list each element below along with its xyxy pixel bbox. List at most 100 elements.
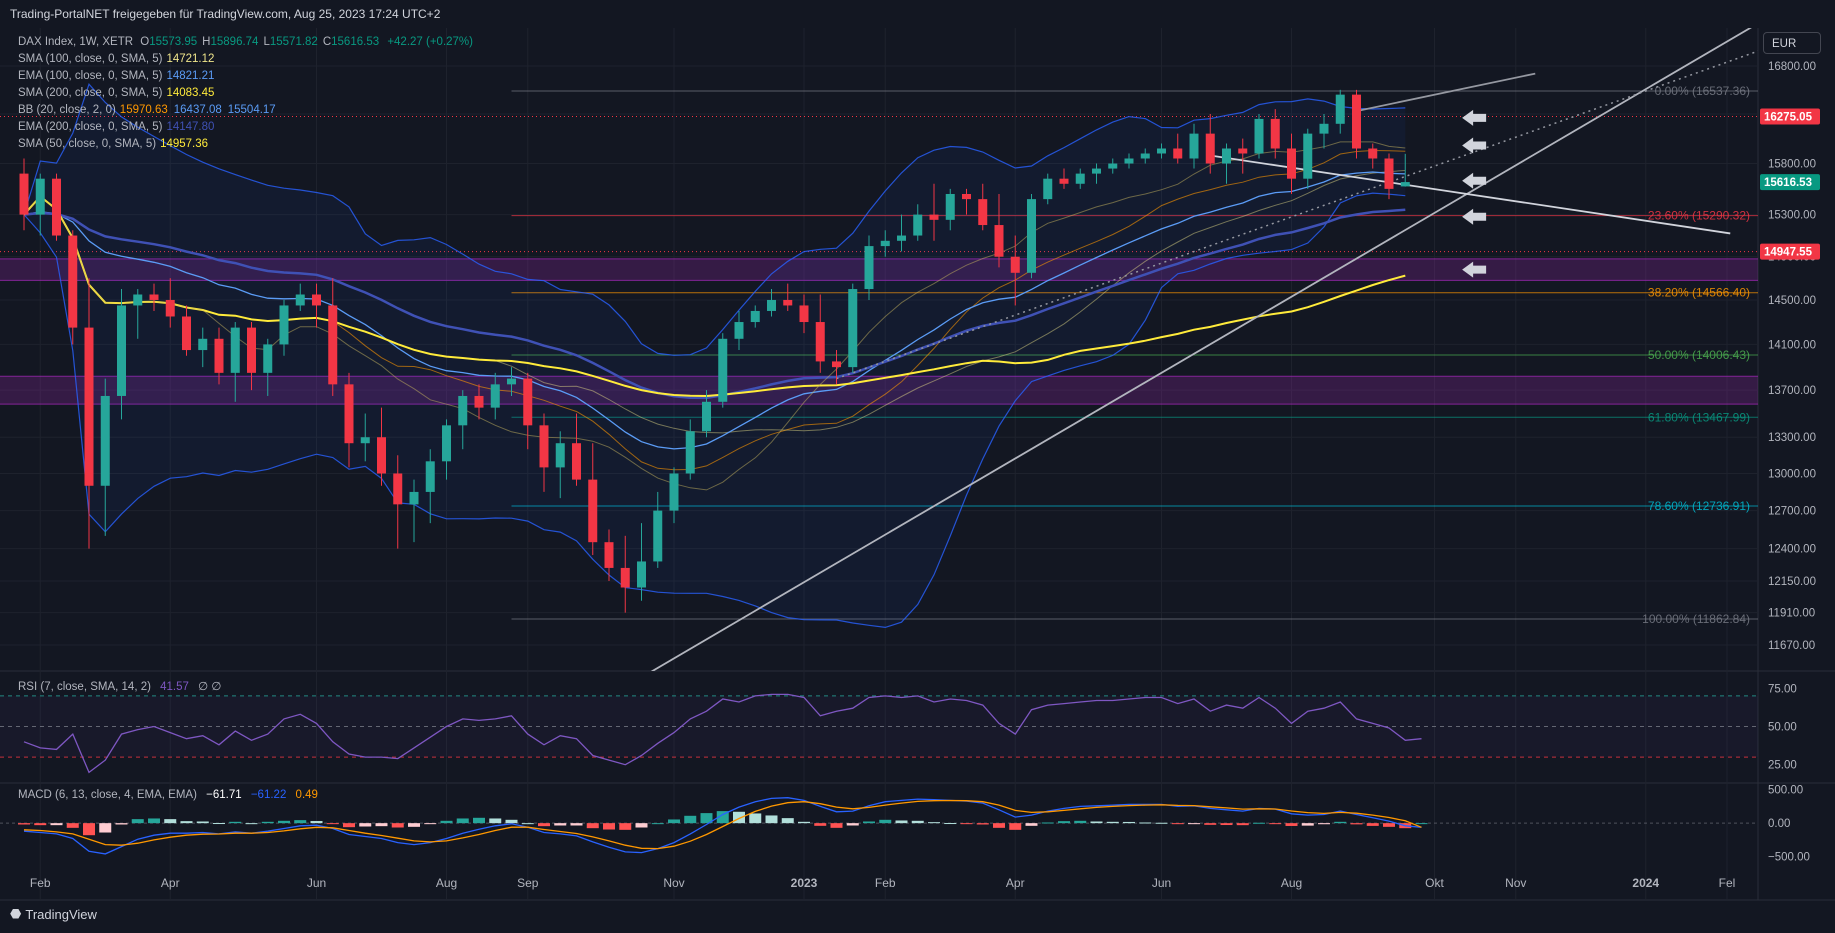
- macd-tick-label: 500.00: [1768, 785, 1803, 797]
- candle-body: [1384, 158, 1394, 189]
- chart-canvas[interactable]: 0.00% (16537.36) 23.60% (15290.32) 38.20% …: [0, 28, 1835, 908]
- price-badge-label: 14947.55: [1764, 247, 1813, 259]
- ohlc-value-l: 15571.82: [269, 36, 318, 48]
- macd-histogram-bar: [343, 823, 355, 828]
- indicator-row[interactable]: SMA (50, close, 0, SMA, 5) 14957.36: [18, 136, 473, 153]
- rsi-line: [23, 693, 1422, 774]
- macd-histogram-bar: [408, 823, 420, 827]
- candle-body: [913, 214, 923, 236]
- chart-background: [0, 28, 1835, 908]
- candle-body: [572, 443, 581, 480]
- candle-body: [637, 561, 646, 588]
- time-axis-label: 2024: [1632, 876, 1659, 890]
- macd-histogram-bar: [34, 823, 47, 826]
- indicator-value: 14957.36: [160, 138, 209, 150]
- arrow-left-icon: [1462, 261, 1487, 278]
- indicator-row[interactable]: SMA (200, close, 0, SMA, 5) 14083.45: [18, 85, 473, 102]
- candle-body: [897, 235, 906, 241]
- fib-level-label: 0.00% (16537.36): [1655, 84, 1750, 98]
- macd-histogram-bar: [895, 820, 908, 824]
- symbol-name[interactable]: DAX Index, 1W, XETR: [18, 36, 134, 48]
- candle-body: [864, 246, 874, 290]
- macd-histogram-bar: [278, 820, 290, 824]
- fib-level-label: 61.80% (13467.99): [1648, 410, 1750, 424]
- candle-body: [409, 491, 419, 505]
- candle-body: [1205, 133, 1215, 164]
- macd-histogram-bar: [1220, 823, 1233, 826]
- macd-histogram-bar: [1301, 823, 1314, 826]
- snapshot-title: Trading-PortalNET freigegeben für Tradin…: [10, 7, 441, 21]
- candle-body: [198, 338, 208, 351]
- macd-histogram-bar: [245, 823, 258, 825]
- candle-body: [880, 240, 890, 247]
- indicator-row[interactable]: BB (20, close, 2, 0) 15970.63 16437.08 1550…: [18, 102, 473, 119]
- fib-level-label: 38.20% (14566.40): [1648, 286, 1750, 300]
- macd-histogram-bar: [99, 823, 112, 833]
- time-axis-label: Jun: [307, 876, 326, 890]
- support-resistance-zone: [0, 376, 1758, 405]
- time-axis-label: Feb: [30, 876, 51, 890]
- indicator-row[interactable]: SMA (100, close, 0, SMA, 5) 14721.12: [18, 51, 473, 68]
- symbol-row[interactable]: DAX Index, 1W, XETR O15573.95 H15896.74 L1…: [18, 34, 473, 51]
- time-axis-label: Nov: [1505, 876, 1526, 890]
- price-tick-label: 14100.00: [1768, 339, 1816, 351]
- macd-histogram-bar: [1366, 823, 1379, 826]
- candle-body: [1173, 148, 1183, 159]
- indicator-list: SMA (100, close, 0, SMA, 5) 14721.12 EMA (…: [18, 51, 473, 153]
- candle-body: [149, 294, 159, 300]
- macd-histogram-bar: [213, 823, 225, 825]
- arrow-left-icon: [1462, 172, 1487, 189]
- macd-histogram-bar: [1025, 823, 1038, 826]
- candle-body: [1010, 256, 1020, 273]
- price-tick-label: 13700.00: [1768, 385, 1816, 397]
- price-tick-label: 13000.00: [1768, 468, 1816, 480]
- main-legend: DAX Index, 1W, XETR O15573.95 H15896.74 L1…: [18, 34, 473, 153]
- macd-histogram-bar: [196, 821, 209, 824]
- time-axis-label: Aug: [436, 876, 457, 890]
- macd-histogram-bar: [391, 823, 404, 828]
- indicator-value: 14083.45: [166, 87, 215, 99]
- candle-body: [734, 322, 744, 339]
- trendline: [836, 50, 1758, 380]
- macd-histogram-bar: [1318, 823, 1330, 825]
- candle-body: [815, 322, 825, 362]
- trendline: [1356, 72, 1536, 112]
- time-axis-label: Apr: [161, 876, 180, 890]
- price-badge: [1760, 174, 1820, 191]
- indicator-row[interactable]: EMA (200, close, 0, SMA, 5) 14147.80: [18, 119, 473, 136]
- price-tick-label: 12400.00: [1768, 544, 1816, 556]
- macd-histogram-bar: [294, 820, 307, 824]
- macd-histogram-bar: [1383, 823, 1395, 827]
- candle-body: [1400, 182, 1410, 187]
- tradingview-brand[interactable]: ⬣ TradingView: [10, 906, 97, 922]
- tradingview-logo-icon: ⬣: [10, 906, 22, 921]
- candle-body: [1108, 163, 1118, 169]
- indicator-label: BB (20, close, 2, 0): [18, 104, 116, 116]
- price-tick-label: 12150.00: [1768, 576, 1816, 588]
- time-axis-label: Aug: [1281, 876, 1302, 890]
- macd-histogram-bar: [326, 823, 339, 825]
- macd-histogram-bar: [1123, 821, 1135, 824]
- candle-body: [718, 338, 728, 402]
- macd-histogram-bar: [684, 815, 697, 824]
- indicator-label: EMA (200, close, 0, SMA, 5): [18, 121, 163, 133]
- rsi-value: 41.57: [160, 681, 189, 693]
- macd-histogram-bar: [879, 819, 892, 824]
- candle-body: [328, 305, 338, 385]
- macd-histogram-bar: [1269, 823, 1282, 825]
- macd-tick-label: −500.00: [1768, 852, 1810, 864]
- indicator-value: 14147.80: [166, 121, 215, 133]
- price-badge: [1760, 108, 1820, 125]
- indicator-row[interactable]: EMA (100, close, 0, SMA, 5) 14821.21: [18, 68, 473, 85]
- candle-body: [962, 193, 971, 200]
- macd-histogram-bar: [570, 823, 583, 826]
- currency-selector[interactable]: EUR: [1763, 32, 1821, 54]
- candle-body: [425, 461, 435, 492]
- candle-body: [750, 310, 760, 323]
- candle-body: [523, 378, 533, 426]
- macd-histogram-bar: [261, 821, 274, 824]
- candle-body: [68, 235, 78, 328]
- candle-body: [295, 294, 305, 306]
- macd-histogram-bar: [846, 823, 859, 826]
- macd-histogram-bar: [456, 818, 469, 824]
